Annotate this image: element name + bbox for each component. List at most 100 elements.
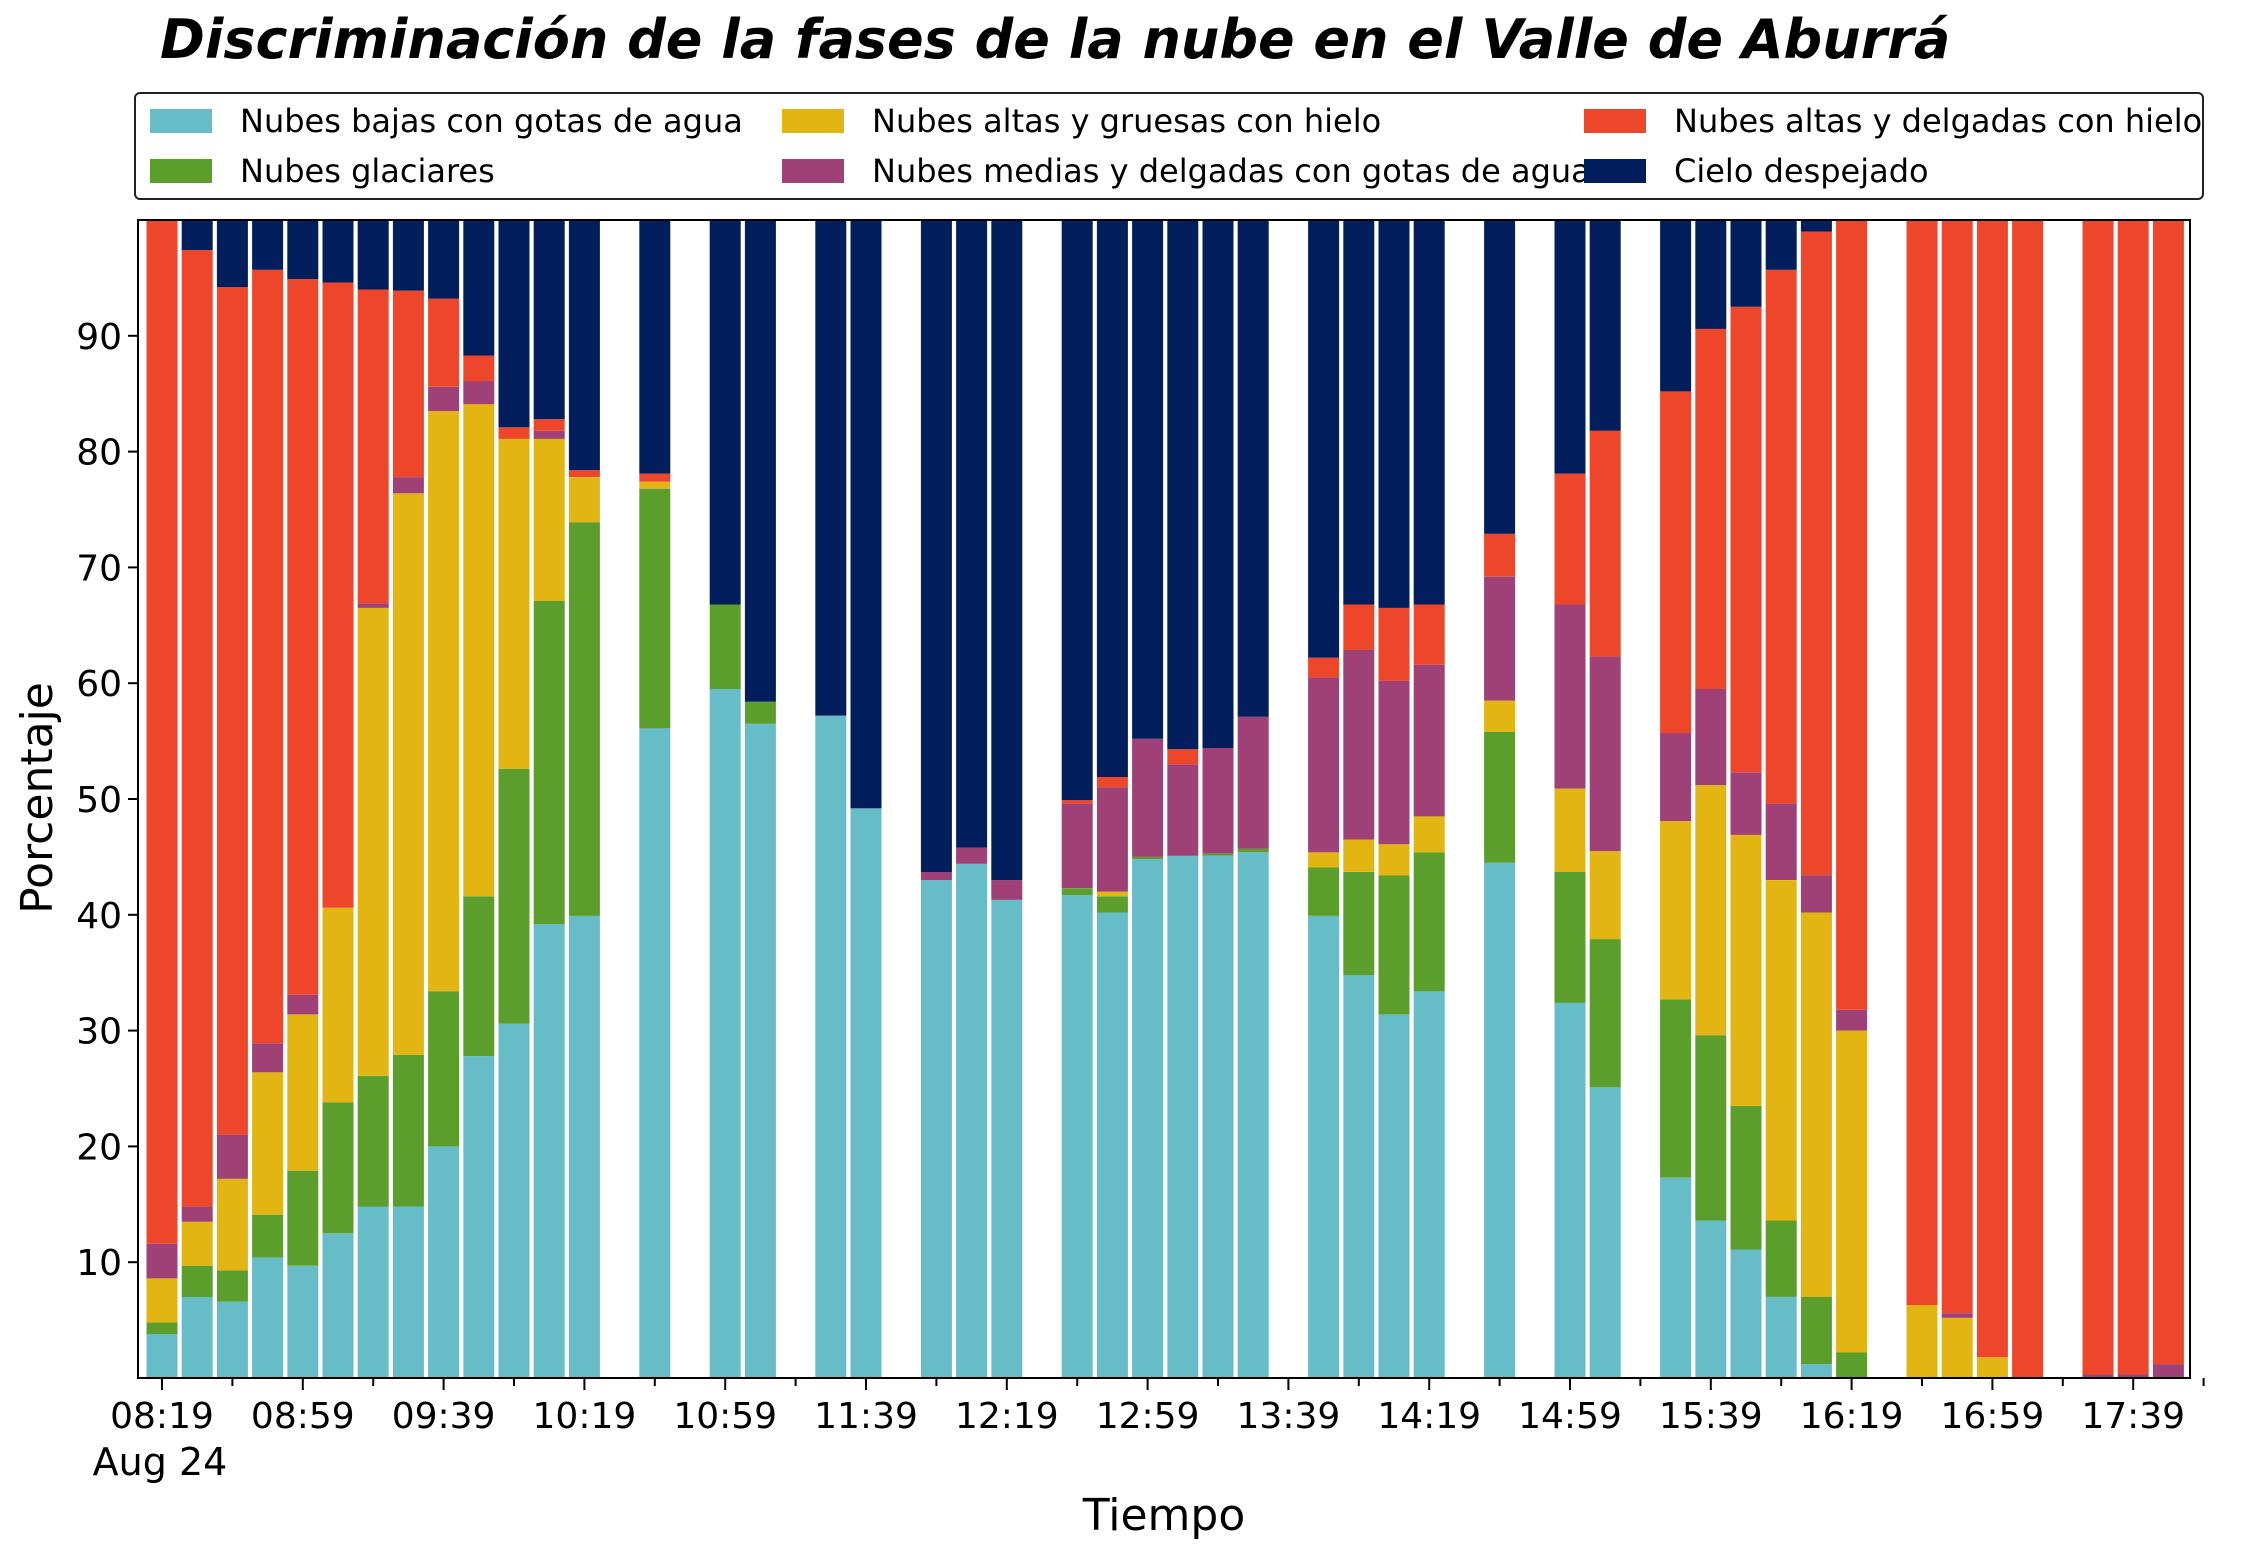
bar-segment-2-1 [216, 1270, 248, 1302]
bar-segment-8-1 [428, 991, 460, 1147]
y-axis: 10 20 30 40 50 60 70 80 90 [76, 317, 138, 1284]
legend-label: Nubes altas y delgadas con hielo [1674, 102, 2203, 140]
bar-segment-1-1 [181, 1265, 213, 1297]
bar-segment-11-0 [533, 924, 565, 1378]
bar-segment-33-1 [1589, 939, 1621, 1088]
bar-segment-6-2 [357, 607, 389, 1076]
bar-segment-5-2 [322, 907, 354, 1103]
bar-segment-3-5 [252, 220, 284, 270]
x-tick-label: 14:59 [1518, 1396, 1622, 1437]
bar-segment-34-0 [1660, 1177, 1692, 1378]
bar-segment-4-5 [287, 220, 319, 280]
bar-segment-41-3 [1941, 1313, 1973, 1318]
bar-segment-22-3 [1096, 787, 1128, 892]
bar-segment-37-4 [1765, 269, 1797, 804]
x-tick-label: 10:19 [533, 1396, 637, 1437]
bar-segment-5-5 [322, 220, 354, 283]
legend-item-nubes-altas-delgadas: Nubes altas y delgadas con hielo [1584, 102, 2202, 140]
bar-segment-38-2 [1800, 912, 1832, 1297]
y-tick-label: 60 [76, 664, 122, 705]
bar-segment-19-5 [956, 220, 988, 848]
bar-segment-28-1 [1343, 872, 1375, 976]
bar-segment-3-2 [252, 1072, 284, 1215]
bar-segment-33-0 [1589, 1087, 1621, 1378]
bar-segment-26-1 [1237, 848, 1269, 853]
bar-segment-4-2 [287, 1014, 319, 1171]
bar-segment-8-4 [428, 298, 460, 387]
bar-segment-19-3 [956, 847, 988, 864]
bar-segment-32-2 [1554, 788, 1586, 872]
bar-segment-0-4 [146, 220, 178, 1244]
bar-segment-39-2 [1836, 1030, 1868, 1353]
bar-segment-25-5 [1202, 220, 1234, 748]
bar-segment-34-1 [1660, 999, 1692, 1178]
bar-segment-7-1 [392, 1054, 424, 1207]
bar-segment-39-3 [1836, 1009, 1868, 1031]
y-tick-label: 80 [76, 433, 122, 474]
bar-segment-33-5 [1589, 220, 1621, 431]
bar-segment-30-2 [1413, 816, 1445, 853]
bar-segment-15-1 [744, 701, 776, 724]
bar-segment-29-5 [1378, 220, 1410, 608]
bar-segment-5-0 [322, 1233, 354, 1379]
bar-segment-35-2 [1695, 785, 1727, 1036]
bar-segment-30-0 [1413, 991, 1445, 1378]
bar-segment-44-3 [2082, 1374, 2114, 1378]
x-tick-label: 11:39 [814, 1396, 918, 1437]
legend-swatch [1584, 159, 1646, 183]
bar-segment-30-4 [1413, 604, 1445, 665]
legend-label: Nubes glaciares [240, 152, 495, 190]
bar-segment-38-5 [1800, 220, 1832, 232]
x-tick-label: 16:19 [1800, 1396, 1904, 1437]
bar-segment-42-4 [1976, 220, 2008, 1358]
bar-segment-6-4 [357, 289, 389, 604]
bar-segment-22-0 [1096, 912, 1128, 1378]
bar-segment-15-5 [744, 220, 776, 702]
bar-segment-9-0 [463, 1056, 495, 1378]
bar-segment-30-5 [1413, 220, 1445, 605]
x-tick-label: 09:39 [392, 1396, 496, 1437]
bar-segment-46-4 [2152, 220, 2184, 1365]
bar-segment-28-4 [1343, 604, 1375, 650]
bar-segment-22-1 [1096, 896, 1128, 913]
bar-segment-37-0 [1765, 1296, 1797, 1378]
bar-segment-24-4 [1167, 749, 1199, 765]
bar-segment-25-0 [1202, 855, 1234, 1378]
bar-segment-37-3 [1765, 803, 1797, 880]
x-tick-label: 16:59 [1941, 1396, 2045, 1437]
bar-segment-33-3 [1589, 656, 1621, 852]
bar-segment-28-5 [1343, 220, 1375, 605]
bar-segment-32-1 [1554, 872, 1586, 1003]
bar-segment-23-5 [1132, 220, 1164, 739]
bar-segment-39-4 [1836, 220, 1868, 1010]
legend-swatch [782, 109, 844, 133]
bar-segment-29-3 [1378, 680, 1410, 845]
bar-segment-1-0 [181, 1296, 213, 1378]
bar-segment-7-5 [392, 220, 424, 291]
bar-segment-16-5 [815, 220, 847, 716]
legend-item-nubes-altas-gruesas: Nubes altas y gruesas con hielo [782, 102, 1381, 140]
bar-segment-11-5 [533, 220, 565, 420]
bar-segment-35-0 [1695, 1220, 1727, 1378]
bar-segment-36-0 [1730, 1249, 1762, 1378]
bar-segment-38-0 [1800, 1364, 1832, 1378]
x-tick-label: 14:19 [1377, 1396, 1481, 1437]
bar-segment-23-3 [1132, 738, 1164, 857]
bar-segment-26-0 [1237, 852, 1269, 1378]
bar-segment-24-5 [1167, 220, 1199, 750]
bar-segment-40-4 [1906, 220, 1938, 1305]
bar-segment-8-2 [428, 411, 460, 992]
bar-segment-37-1 [1765, 1220, 1797, 1297]
bar-segment-1-3 [181, 1206, 213, 1222]
bar-segment-37-5 [1765, 220, 1797, 270]
bar-segment-7-2 [392, 493, 424, 1055]
x-tick-label: 10:59 [673, 1396, 777, 1437]
bar-segment-36-2 [1730, 834, 1762, 1106]
y-tick-label: 40 [76, 896, 122, 937]
legend: Nubes bajas con gotas de agua Nubes glac… [134, 92, 2204, 200]
bar-segment-2-0 [216, 1301, 248, 1378]
bar-segment-21-5 [1061, 220, 1093, 801]
legend-label: Nubes bajas con gotas de agua [240, 102, 743, 140]
bar-segment-13-1 [639, 488, 671, 729]
